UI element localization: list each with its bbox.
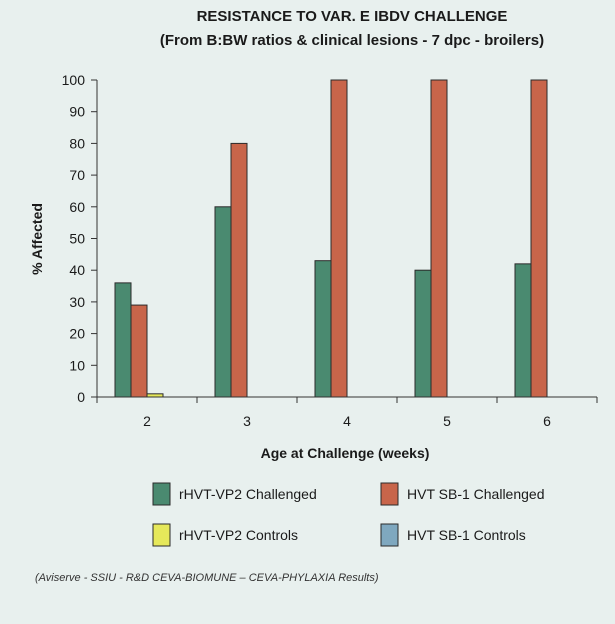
- bar: [214, 206, 232, 398]
- y-tick-label: 50: [69, 231, 85, 247]
- legend-label: rHVT-VP2 Challenged: [179, 486, 317, 502]
- bars-layer: [114, 79, 548, 398]
- legend-swatch: [380, 482, 399, 506]
- x-axis-title: Age at Challenge (weeks): [261, 445, 430, 461]
- legend-label: HVT SB-1 Challenged: [407, 486, 544, 502]
- bar: [414, 269, 432, 398]
- bar: [230, 142, 248, 398]
- chart-subtitle: (From B:BW ratios & clinical lesions - 7…: [160, 32, 544, 49]
- y-tick-label: 40: [69, 262, 85, 278]
- legend-swatch: [152, 523, 171, 547]
- y-tick-label: 70: [69, 167, 85, 183]
- y-tick-label: 100: [62, 72, 86, 88]
- legend: rHVT-VP2 Challenged HVT SB-1 Challenged rH…: [152, 482, 544, 547]
- bar: [430, 79, 448, 398]
- y-tick-label: 30: [69, 294, 85, 310]
- y-tick-label: 10: [69, 357, 85, 373]
- y-tick-label: 0: [77, 389, 85, 405]
- bar: [114, 282, 132, 398]
- x-tick-label: 3: [243, 413, 251, 429]
- x-axis-ticks: 2 3 4 5 6: [96, 397, 598, 429]
- x-tick-label: 5: [443, 413, 451, 429]
- y-tick-label: 80: [69, 135, 85, 151]
- legend-label: rHVT-VP2 Controls: [179, 527, 298, 543]
- source-note: (Aviserve - SSIU - R&D CEVA-BIOMUNE – CE…: [35, 572, 379, 584]
- y-tick-label: 90: [69, 104, 85, 120]
- bar: [130, 304, 148, 398]
- y-axis-title: % Affected: [29, 203, 45, 275]
- x-tick-label: 4: [343, 413, 351, 429]
- chart-title: RESISTANCE TO VAR. E IBDV CHALLENGE: [197, 8, 508, 25]
- y-tick-label: 20: [69, 326, 85, 342]
- y-axis-ticks: 0 10 20 30 40 50 60 70 80 90 100: [62, 72, 97, 405]
- legend-label: HVT SB-1 Controls: [407, 527, 526, 543]
- bar: [530, 79, 548, 398]
- y-tick-label: 60: [69, 199, 85, 215]
- x-tick-label: 6: [543, 413, 551, 429]
- bar: [314, 260, 332, 398]
- x-tick-label: 2: [143, 413, 151, 429]
- bar: [514, 263, 532, 398]
- bar: [330, 79, 348, 398]
- legend-swatch: [380, 523, 399, 547]
- legend-swatch: [152, 482, 171, 506]
